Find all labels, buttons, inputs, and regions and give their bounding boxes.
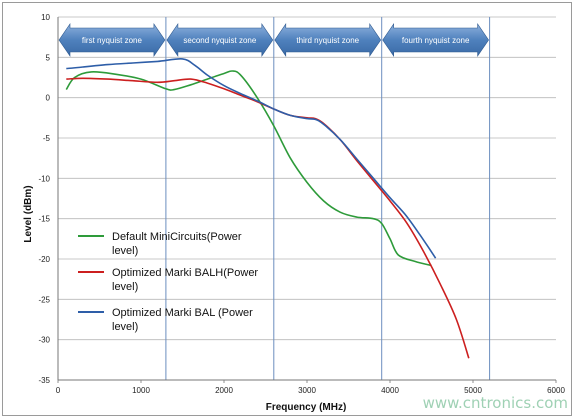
zone-boundary-lines bbox=[165, 17, 491, 380]
axes bbox=[57, 17, 557, 383]
chart-frame bbox=[2, 2, 572, 416]
watermark: www.cntronics.com bbox=[423, 394, 568, 412]
y-tick-label: -15 bbox=[38, 215, 50, 224]
zone-label: fourth nyquist zone bbox=[402, 36, 470, 45]
zone-arrow bbox=[274, 23, 382, 57]
x-tick-label: 6000 bbox=[547, 386, 565, 395]
x-tick-label: 3000 bbox=[298, 386, 316, 395]
y-tick-label: -10 bbox=[38, 174, 50, 183]
x-axis-title: Frequency (MHz) bbox=[266, 402, 347, 413]
y-tick-label: 5 bbox=[46, 53, 51, 62]
series-line-1 bbox=[65, 70, 432, 267]
y-tick-label: -5 bbox=[43, 134, 51, 143]
y-tick-labels: 10 5 0 -5 -10 -15 -20 -25 -30 -35 bbox=[38, 13, 50, 385]
y-axis-title: Level (dBm) bbox=[23, 185, 34, 242]
zone-label: third nyquist zone bbox=[296, 36, 359, 45]
legend: Default MiniCircuits(Power level) Optimize… bbox=[78, 231, 258, 333]
zone-label: second nyquist zone bbox=[183, 36, 256, 45]
legend-entry: Optimized Marki BAL (Power level) bbox=[112, 307, 253, 333]
nyquist-zone-arrows: first nyquist zone second nyquist zone thi… bbox=[58, 23, 489, 57]
legend-entry: Optimized Marki BALH(Power level) bbox=[112, 267, 258, 293]
legend-entry: Default MiniCircuits(Power level) bbox=[112, 231, 242, 257]
y-tick-label: 0 bbox=[46, 94, 51, 103]
y-tick-label: -30 bbox=[38, 336, 50, 345]
x-tick-label: 4000 bbox=[381, 386, 399, 395]
y-tick-label: -25 bbox=[38, 295, 50, 304]
x-tick-label: 2000 bbox=[215, 386, 233, 395]
x-tick-label: 5000 bbox=[464, 386, 482, 395]
y-tick-label: 10 bbox=[41, 13, 50, 22]
x-tick-label: 0 bbox=[56, 386, 61, 395]
zone-label: first nyquist zone bbox=[82, 36, 143, 45]
y-tick-label: -35 bbox=[38, 376, 50, 385]
zone-arrow bbox=[58, 23, 166, 57]
x-tick-labels: 0 1000 2000 3000 4000 5000 6000 bbox=[56, 386, 566, 395]
series-lines bbox=[65, 58, 470, 359]
zone-arrow bbox=[166, 23, 274, 57]
y-tick-label: -20 bbox=[38, 255, 50, 264]
x-tick-label: 1000 bbox=[132, 386, 150, 395]
series-line-3 bbox=[66, 58, 437, 259]
zone-arrow bbox=[382, 23, 489, 57]
